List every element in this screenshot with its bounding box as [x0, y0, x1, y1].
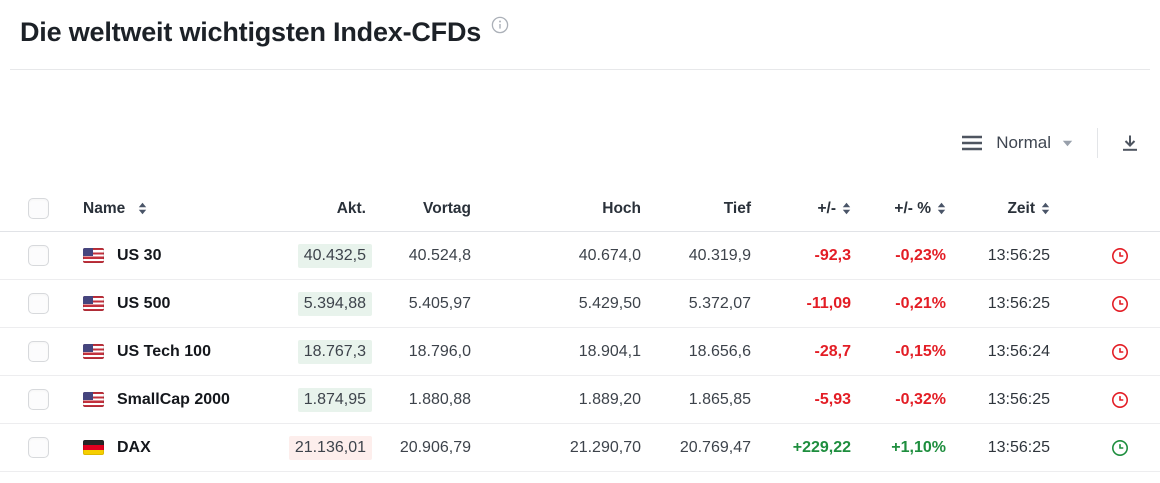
change-percent: -0,21%: [895, 294, 946, 312]
index-cfd-table: Name Akt. Vortag Hoch Tief +/- +/- % Zei…: [0, 186, 1160, 472]
instrument-name[interactable]: US 500: [117, 294, 171, 312]
last-price: 21.136,01: [288, 435, 372, 460]
column-header-zeit[interactable]: Zeit: [976, 200, 1080, 218]
prev-close: 5.405,97: [408, 294, 471, 312]
sort-icon: [937, 202, 946, 214]
table-row: SmallCap 2000 1.874,95 1.880,88 1.889,20…: [0, 376, 1160, 424]
instrument-name[interactable]: DAX: [117, 438, 151, 456]
column-header-hoch: Hoch: [602, 199, 641, 217]
change-percent: -0,32%: [895, 390, 946, 408]
day-high: 5.429,50: [578, 294, 641, 312]
view-mode-label: Normal: [996, 133, 1051, 152]
row-checkbox[interactable]: [28, 245, 49, 266]
clock-icon: [1111, 391, 1129, 409]
column-header-akt: Akt.: [336, 199, 366, 217]
change-percent: -0,23%: [895, 246, 946, 264]
prev-close: 1.880,88: [408, 390, 471, 408]
quote-time: 13:56:25: [987, 390, 1050, 408]
country-flag-icon: [83, 392, 104, 407]
change-absolute: -5,93: [814, 390, 851, 408]
quote-time: 13:56:25: [987, 294, 1050, 312]
change-absolute: -11,09: [806, 294, 851, 312]
day-low: 18.656,6: [688, 342, 751, 360]
country-flag-icon: [83, 344, 104, 359]
quote-time: 13:56:24: [987, 342, 1050, 360]
day-high: 18.904,1: [578, 342, 641, 360]
last-price: 5.394,88: [297, 291, 372, 316]
last-price: 1.874,95: [297, 387, 372, 412]
prev-close: 20.906,79: [399, 438, 471, 456]
day-low: 40.319,9: [688, 246, 751, 264]
clock-icon: [1111, 247, 1129, 265]
table-row: US 30 40.432,5 40.524,8 40.674,0 40.319,…: [0, 232, 1160, 280]
change-absolute: +229,22: [792, 438, 851, 456]
row-checkbox[interactable]: [28, 293, 49, 314]
quote-time: 13:56:25: [987, 438, 1050, 456]
table-row: US Tech 100 18.767,3 18.796,0 18.904,1 1…: [0, 328, 1160, 376]
prev-close: 18.796,0: [408, 342, 471, 360]
clock-icon: [1111, 439, 1129, 457]
table-header-row: Name Akt. Vortag Hoch Tief +/- +/- % Zei…: [0, 186, 1160, 232]
country-flag-icon: [83, 248, 104, 263]
quote-time: 13:56:25: [987, 246, 1050, 264]
last-price: 18.767,3: [297, 339, 372, 364]
toolbar-divider: [1097, 128, 1098, 158]
row-checkbox[interactable]: [28, 341, 49, 362]
change-percent: -0,15%: [895, 342, 946, 360]
sort-icon: [842, 202, 851, 214]
prev-close: 40.524,8: [408, 246, 471, 264]
info-icon[interactable]: [491, 16, 509, 34]
change-absolute: -92,3: [814, 246, 851, 264]
instrument-name[interactable]: US Tech 100: [117, 342, 211, 360]
day-low: 20.769,47: [679, 438, 751, 456]
download-button[interactable]: [1116, 129, 1144, 157]
last-price: 40.432,5: [297, 243, 372, 268]
column-header-change[interactable]: +/-: [781, 200, 881, 218]
download-icon: [1120, 133, 1140, 153]
row-checkbox[interactable]: [28, 389, 49, 410]
day-high: 1.889,20: [578, 390, 641, 408]
clock-icon: [1111, 343, 1129, 361]
column-header-change-pct[interactable]: +/- %: [881, 200, 976, 218]
instrument-name[interactable]: US 30: [117, 246, 162, 264]
column-header-vortag: Vortag: [423, 199, 471, 217]
page-title: Die weltweit wichtigsten Index-CFDs: [20, 17, 482, 47]
change-absolute: -28,7: [814, 342, 851, 360]
hamburger-menu-icon: [961, 135, 983, 151]
change-percent: +1,10%: [891, 438, 946, 456]
chevron-down-icon: [1062, 140, 1073, 147]
country-flag-icon: [83, 440, 104, 455]
sort-icon: [138, 202, 147, 215]
page-header: Die weltweit wichtigsten Index-CFDs: [20, 14, 1140, 50]
title-divider: [10, 69, 1150, 70]
view-mode-button[interactable]: Normal: [959, 129, 1075, 157]
row-checkbox[interactable]: [28, 437, 49, 458]
country-flag-icon: [83, 296, 104, 311]
select-all-checkbox[interactable]: [28, 198, 49, 219]
column-header-name[interactable]: Name: [56, 200, 286, 218]
day-high: 21.290,70: [569, 438, 641, 456]
table-row: DAX 21.136,01 20.906,79 21.290,70 20.769…: [0, 424, 1160, 472]
instrument-name[interactable]: SmallCap 2000: [117, 390, 230, 408]
clock-icon: [1111, 295, 1129, 313]
sort-icon: [1041, 202, 1050, 214]
day-high: 40.674,0: [578, 246, 641, 264]
column-header-tief: Tief: [723, 199, 751, 217]
day-low: 1.865,85: [688, 390, 751, 408]
day-low: 5.372,07: [688, 294, 751, 312]
table-row: US 500 5.394,88 5.405,97 5.429,50 5.372,…: [0, 280, 1160, 328]
table-toolbar: Normal: [0, 126, 1144, 160]
